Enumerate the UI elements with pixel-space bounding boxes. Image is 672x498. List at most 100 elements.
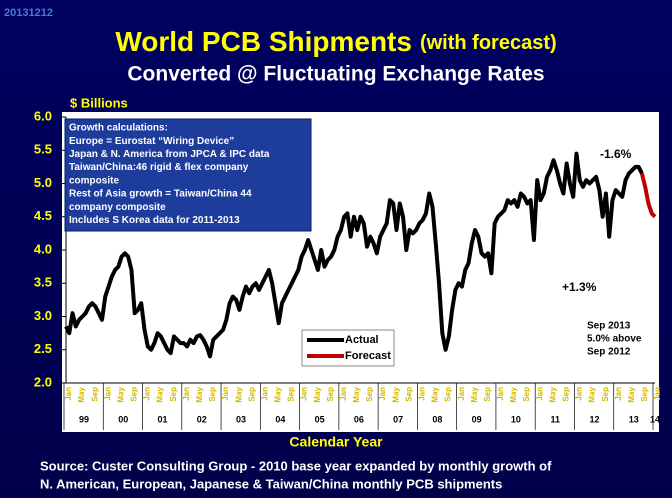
x-tick-label: Jan xyxy=(653,387,662,401)
y-tick-label: 3.0 xyxy=(34,308,52,323)
year-label: 04 xyxy=(275,414,285,424)
x-tick-label: Jan xyxy=(535,387,544,401)
x-tick-label: May xyxy=(391,386,400,402)
y-tick-label: 5.0 xyxy=(34,175,52,190)
x-tick-label: Sep xyxy=(601,387,610,402)
source-line: Source: Custer Consulting Group - 2010 b… xyxy=(40,458,552,473)
x-tick-label: Jan xyxy=(339,387,348,401)
x-tick-label: Jan xyxy=(182,387,191,401)
x-tick-label: Sep xyxy=(208,387,217,402)
sep-note: 5.0% above xyxy=(587,334,642,345)
x-tick-label: Sep xyxy=(247,387,256,402)
x-tick-label: Jan xyxy=(143,387,152,401)
y-tick-label: 3.5 xyxy=(34,275,52,290)
x-tick-label: Sep xyxy=(326,387,335,402)
notes-line: Taiwan/China:46 rigid & flex company xyxy=(69,162,249,173)
stamp: 20131212 xyxy=(4,7,53,19)
year-label: 03 xyxy=(236,414,246,424)
x-tick-label: Jan xyxy=(614,387,623,401)
x-tick-label: May xyxy=(274,386,283,402)
legend-label: Actual xyxy=(345,334,379,346)
notes-line: Includes S Korea data for 2011-2013 xyxy=(69,215,240,226)
notes-line: Japan & N. America from JPCA & IPC data xyxy=(69,149,270,160)
x-tick-label: Sep xyxy=(90,387,99,402)
year-label: 11 xyxy=(550,414,560,424)
legend-box xyxy=(301,329,395,367)
x-tick-label: Jan xyxy=(418,387,427,401)
x-tick-label: May xyxy=(509,386,518,402)
chart-title: World PCB Shipments (with forecast) xyxy=(115,26,556,57)
series-line xyxy=(639,173,657,219)
x-tick-label: Sep xyxy=(287,387,296,402)
notes-line: Rest of Asia growth = Taiwan/China 44 xyxy=(69,189,252,200)
annotation: -1.6% xyxy=(600,147,632,161)
x-tick-label: May xyxy=(195,386,204,402)
y-tick-label: 2.0 xyxy=(34,374,52,389)
notes-line: Growth calculations: xyxy=(69,123,168,134)
x-tick-label: May xyxy=(627,386,636,402)
x-tick-label: Sep xyxy=(404,387,413,402)
x-tick-label: May xyxy=(470,386,479,402)
x-tick-label: Jan xyxy=(221,387,230,401)
year-label: 09 xyxy=(472,414,482,424)
x-tick-label: Sep xyxy=(365,387,374,402)
source-line: N. American, European, Japanese & Taiwan… xyxy=(40,476,502,491)
year-label: 06 xyxy=(354,414,364,424)
x-tick-label: Sep xyxy=(130,387,139,402)
y-tick-label: 4.0 xyxy=(34,241,52,256)
x-tick-label: May xyxy=(116,386,125,402)
x-tick-label: Sep xyxy=(483,387,492,402)
x-tick-label: May xyxy=(431,386,440,402)
year-label: 00 xyxy=(118,414,128,424)
x-tick-label: Jan xyxy=(103,387,112,401)
notes-line: Europe = Eurostat “Wiring Device” xyxy=(69,136,234,147)
x-tick-label: Jan xyxy=(496,387,505,401)
x-axis-label: Calendar Year xyxy=(289,434,383,450)
annotation: +1.3% xyxy=(562,280,597,294)
year-label: 10 xyxy=(511,414,521,424)
x-tick-label: Jan xyxy=(300,387,309,401)
x-tick-label: Sep xyxy=(169,387,178,402)
x-tick-label: May xyxy=(313,386,322,402)
sep-note: Sep 2012 xyxy=(587,347,631,358)
y-tick-label: 6.0 xyxy=(34,108,52,123)
x-tick-label: May xyxy=(234,386,243,402)
year-label: 01 xyxy=(158,414,168,424)
x-tick-label: Jan xyxy=(64,387,73,401)
y-tick-label: 4.5 xyxy=(34,208,52,223)
x-tick-label: Jan xyxy=(260,387,269,401)
notes-line: composite xyxy=(69,175,119,186)
year-label: 02 xyxy=(197,414,207,424)
x-tick-label: Jan xyxy=(575,387,584,401)
y-tick-label: 2.5 xyxy=(34,341,52,356)
x-tick-label: Sep xyxy=(444,387,453,402)
year-label: 07 xyxy=(393,414,403,424)
year-label: 08 xyxy=(432,414,442,424)
subtitle: Converted @ Fluctuating Exchange Rates xyxy=(127,63,544,86)
legend-label: Forecast xyxy=(345,350,391,362)
x-tick-label: May xyxy=(77,386,86,402)
year-label: 05 xyxy=(315,414,325,424)
x-tick-label: Sep xyxy=(640,387,649,402)
x-tick-label: Sep xyxy=(561,387,570,402)
x-tick-label: May xyxy=(588,386,597,402)
y-axis-label: $ Billions xyxy=(70,95,128,110)
x-tick-label: Sep xyxy=(522,387,531,402)
year-label: 99 xyxy=(79,414,89,424)
x-tick-label: May xyxy=(156,386,165,402)
notes-line: company composite xyxy=(69,202,166,213)
series-line xyxy=(64,151,644,359)
x-tick-label: Jan xyxy=(378,387,387,401)
title-suffix: (with forecast) xyxy=(420,32,557,54)
year-label: 12 xyxy=(589,414,599,424)
title-main: World PCB Shipments xyxy=(115,26,412,57)
notes-box xyxy=(64,118,312,232)
x-tick-label: May xyxy=(548,386,557,402)
y-tick-label: 5.5 xyxy=(34,142,52,157)
year-label: 13 xyxy=(629,414,639,424)
x-tick-label: May xyxy=(352,386,361,402)
year-label: 14 xyxy=(650,414,660,424)
sep-note: Sep 2013 xyxy=(587,321,631,332)
x-tick-label: Jan xyxy=(457,387,466,401)
